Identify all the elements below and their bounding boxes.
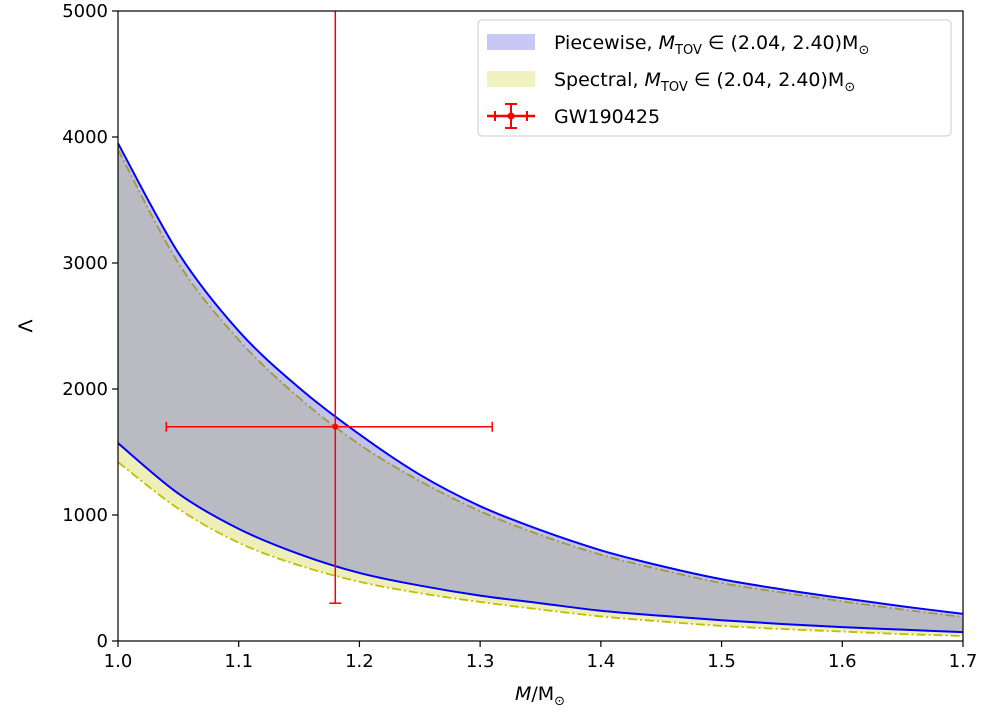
y-tick-label: 1000 <box>62 505 108 526</box>
legend-box <box>477 19 952 137</box>
x-tick-label: 1.1 <box>224 651 253 672</box>
legend-label: GW190425 <box>554 106 660 128</box>
x-tick-label: 1.6 <box>828 651 857 672</box>
errorbar-point <box>332 423 339 430</box>
legend-swatch <box>487 34 535 50</box>
legend-label: Spectral, MTOV ∈ (2.04, 2.40)M⊙ <box>554 69 855 95</box>
y-axis-ticks: 0 1000 2000 3000 4000 5000 <box>62 1 118 652</box>
x-axis-ticks: 1.0 1.1 1.2 1.3 1.4 1.5 1.6 1.7 <box>104 641 978 672</box>
axes-frame <box>117 10 964 642</box>
x-tick-label: 1.7 <box>949 651 978 672</box>
y-tick-label: 3000 <box>62 253 108 274</box>
legend: Piecewise, MTOV ∈ (2.04, 2.40)M⊙ Spectral… <box>477 19 952 137</box>
band-lines <box>118 142 963 637</box>
piecewise-lower-line <box>118 442 963 634</box>
legend-errorbar-point <box>507 112 515 120</box>
gw190425-errorbar <box>165 11 493 604</box>
x-tick-label: 1.5 <box>707 651 736 672</box>
x-tick-label: 1.4 <box>587 651 616 672</box>
x-axis-label: M/M⊙ <box>515 683 565 709</box>
x-tick-label: 1.3 <box>466 651 495 672</box>
spectral-band <box>118 149 963 636</box>
spectral-upper-line <box>118 149 963 618</box>
y-axis-label: Λ <box>15 320 37 333</box>
y-tick-label: 5000 <box>62 1 108 22</box>
band-areas <box>118 143 963 636</box>
x-tick-label: 1.2 <box>345 651 374 672</box>
y-tick-label: 4000 <box>62 127 108 148</box>
legend-swatch <box>487 71 535 87</box>
x-tick-label: 1.0 <box>104 651 133 672</box>
spectral-lower-line <box>118 461 963 637</box>
piecewise-band <box>118 143 963 633</box>
y-tick-label: 2000 <box>62 379 108 400</box>
piecewise-upper-line <box>118 142 963 615</box>
legend-label: Piecewise, MTOV ∈ (2.04, 2.40)M⊙ <box>554 32 869 58</box>
y-tick-label: 0 <box>97 631 108 652</box>
